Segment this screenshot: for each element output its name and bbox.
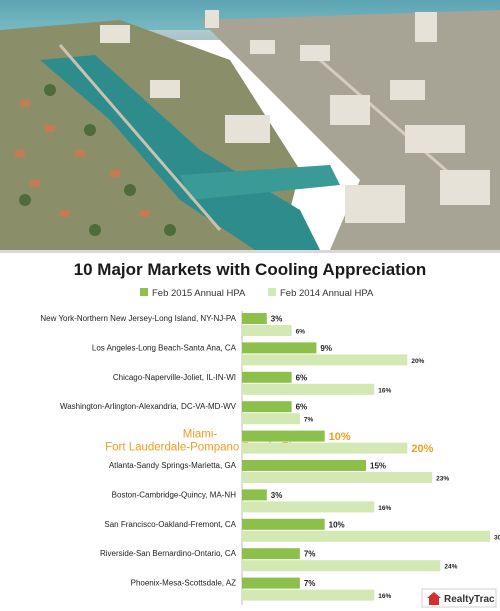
bar (242, 371, 292, 383)
bar (242, 401, 292, 413)
category-row: Atlanta-Sandy Springs-Marietta, GA 15% 23% (109, 460, 449, 483)
bar (242, 383, 375, 395)
trees (19, 84, 176, 236)
bar (242, 472, 433, 483)
legend: Feb 2015 Annual HPA Feb 2014 Annual HPA (140, 288, 374, 299)
bar (242, 313, 267, 324)
bar (242, 589, 375, 601)
data-label: 7% (304, 417, 314, 424)
category-row: Phoenix-Mesa-Scottsdale, AZ 7% 16% (131, 577, 391, 601)
legend-swatch (140, 288, 148, 296)
divider (0, 250, 500, 253)
category-label: Boston-Cambridge-Quincy, MA-NH (112, 490, 237, 499)
bar (242, 489, 267, 501)
category-row: Chicago-Naperville-Joliet, IL-IN-WI 6% 16% (113, 371, 391, 395)
bar (242, 430, 325, 442)
category-label: Riverside-San Bernardino-Ontario, CA (100, 549, 237, 558)
category-row: Miami-Fort Lauderdale-Pompano Beach, FL1… (105, 429, 434, 456)
data-label: 20% (411, 443, 433, 455)
data-label: 10% (329, 520, 345, 529)
category-row: Washington-Arlington-Alexandria, DC-VA-M… (60, 401, 314, 425)
category-label: New York-Northern New Jersey-Long Island… (40, 314, 236, 323)
bar (242, 530, 490, 542)
bar (242, 442, 408, 454)
chart: 10 Major Markets with Cooling Appreciati… (40, 260, 500, 608)
aerial-photo (0, 0, 500, 250)
data-label: 6% (296, 403, 308, 412)
category-row: Los Angeles-Long Beach-Santa Ana, CA 9% 20… (92, 342, 425, 366)
houses (15, 100, 150, 217)
category-label: Washington-Arlington-Alexandria, DC-VA-M… (60, 402, 237, 411)
data-label: 6% (296, 373, 308, 382)
data-label: 20% (411, 358, 424, 365)
data-label: 16% (378, 505, 391, 512)
watermark-badge (421, 588, 497, 608)
category-row: Boston-Cambridge-Quincy, MA-NH 3% 16% (112, 489, 391, 513)
legend-label: Feb 2014 Annual HPA (280, 288, 374, 299)
data-label: 3% (271, 315, 283, 324)
data-label: 7% (304, 579, 316, 588)
data-label: 3% (271, 491, 283, 500)
right-city (200, 10, 500, 250)
lower-canal (180, 165, 340, 200)
legend-swatch (268, 288, 276, 296)
bar (242, 413, 300, 425)
data-label: 16% (378, 593, 391, 600)
bar (242, 577, 300, 589)
legend-label: Feb 2015 Annual HPA (152, 288, 246, 299)
data-label: 30% (494, 534, 500, 541)
bar (242, 501, 375, 513)
watermark-text: RealtyTrac (444, 594, 495, 605)
category-label: Los Angeles-Long Beach-Santa Ana, CA (92, 343, 237, 352)
coast-road (58, 44, 222, 231)
bar (242, 342, 317, 354)
data-label: 16% (378, 387, 391, 394)
bar (242, 325, 292, 336)
data-label: 7% (304, 550, 316, 559)
bar (242, 460, 366, 471)
category-label: San Francisco-Oakland-Fremont, CA (104, 520, 236, 529)
category-row: San Francisco-Oakland-Fremont, CA 10% 30% (104, 518, 500, 542)
realtytrac-watermark: RealtyTrac (421, 588, 497, 608)
bar (242, 354, 408, 366)
house-logo-icon (427, 592, 441, 605)
data-label: 24% (444, 564, 457, 571)
data-label: 23% (436, 476, 449, 483)
buildings (100, 10, 490, 223)
chart-title: 10 Major Markets with Cooling Appreciati… (74, 260, 427, 279)
bar (242, 560, 441, 572)
bar (242, 518, 325, 530)
category-label: Chicago-Naperville-Joliet, IL-IN-WI (113, 373, 236, 382)
bar (242, 548, 300, 560)
category-label: Phoenix-Mesa-Scottsdale, AZ (131, 579, 236, 588)
category-label: Atlanta-Sandy Springs-Marietta, GA (109, 461, 237, 470)
data-label: 6% (296, 329, 306, 336)
data-label: 10% (329, 431, 351, 443)
data-label: 9% (320, 344, 332, 353)
data-label: 15% (370, 462, 386, 471)
category-row: Riverside-San Bernardino-Ontario, CA 7% 24… (100, 548, 458, 572)
category-row: New York-Northern New Jersey-Long Island… (40, 313, 305, 336)
